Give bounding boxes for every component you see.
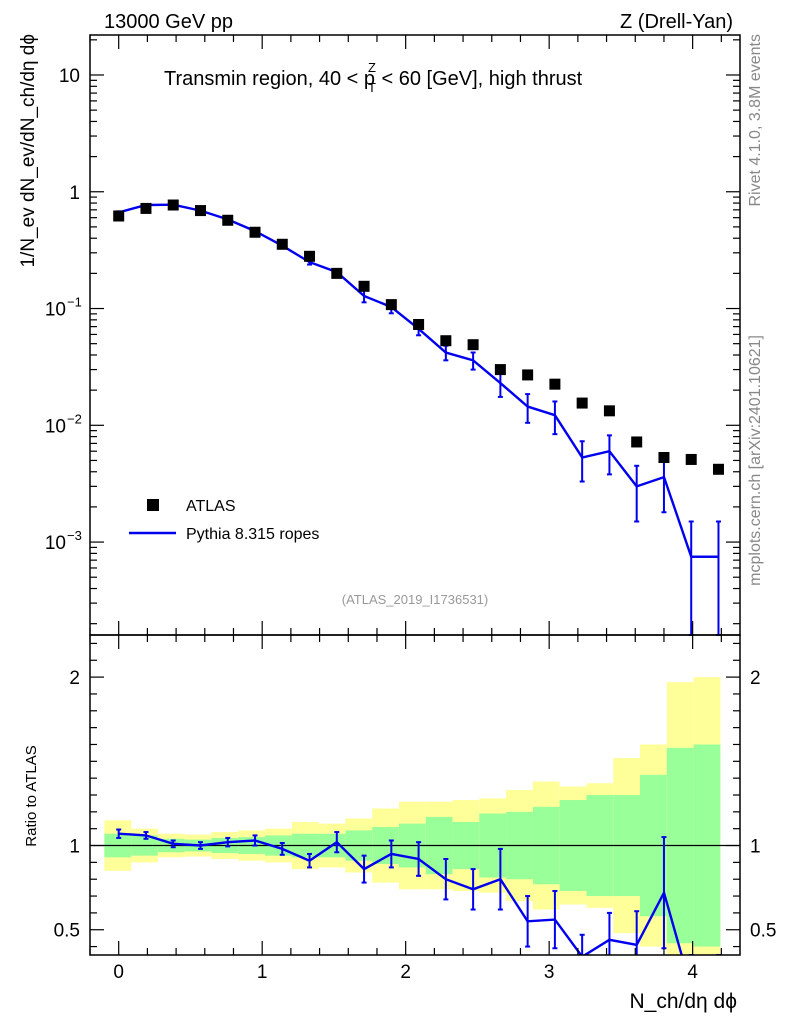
atlas-point-18 xyxy=(603,405,615,417)
ratio-clipped-group xyxy=(116,828,721,955)
y-tick-label-10: 10 xyxy=(59,66,80,87)
y-tick-label-0.1: 10 xyxy=(45,300,66,321)
region-title-sub: T xyxy=(368,80,376,95)
ratio-uncertainty-bands xyxy=(104,677,721,955)
y-tick-label-1: 1 xyxy=(69,183,80,204)
ratio-tick-label-left-2: 2 xyxy=(69,668,80,689)
y-tick-label-exp-0.1: −1 xyxy=(67,295,82,310)
x-tick-label-4: 4 xyxy=(687,962,698,983)
atlas-point-11 xyxy=(413,318,425,330)
ratio-tick-label-right-1: 1 xyxy=(750,837,761,858)
atlas-point-3 xyxy=(194,205,206,217)
atlas-main-series xyxy=(113,199,724,475)
x-tick-label-3: 3 xyxy=(544,962,555,983)
ratio-tick-label-right-0.5: 0.5 xyxy=(750,921,776,942)
y-tick-label-0.001: 10 xyxy=(45,533,66,554)
atlas-point-15 xyxy=(522,369,534,381)
ratio-tick-label-right-2: 2 xyxy=(750,668,761,689)
atlas-point-1 xyxy=(140,202,152,214)
atlas-point-16 xyxy=(549,378,561,390)
atlas-point-7 xyxy=(304,250,316,262)
mc-ratio-series xyxy=(116,828,721,955)
energy-label: 13000 GeV pp xyxy=(104,11,233,33)
y-tick-label-0.01: 10 xyxy=(45,416,66,437)
atlas-point-9 xyxy=(358,280,370,292)
y-tick-label-exp-0.01: −2 xyxy=(67,411,82,426)
process-label: Z (Drell-Yan) xyxy=(620,11,733,33)
atlas-point-6 xyxy=(276,238,288,250)
atlas-point-0 xyxy=(113,210,125,222)
legend-mc-label: Pythia 8.315 ropes xyxy=(186,526,319,543)
analysis-label: (ATLAS_2019_I1736531) xyxy=(342,592,488,607)
atlas-point-21 xyxy=(685,453,697,465)
region-title-suffix: < 60 [GeV], high thrust xyxy=(376,68,583,90)
atlas-point-17 xyxy=(576,397,588,409)
atlas-point-22 xyxy=(712,463,724,475)
x-tick-label-0: 0 xyxy=(113,962,124,983)
atlas-point-14 xyxy=(494,364,506,376)
legend-atlas-label: ATLAS xyxy=(186,498,236,515)
atlas-point-19 xyxy=(631,436,643,448)
ratio-tick-label-left-0.5: 0.5 xyxy=(54,921,80,942)
atlas-point-20 xyxy=(658,451,670,463)
y-tick-label-exp-0.001: −3 xyxy=(67,528,82,543)
legend: ATLAS Pythia 8.315 ropes xyxy=(129,498,319,543)
mcplots-label: mcplots.cern.ch [arXiv:2401.10621] xyxy=(747,335,764,586)
mc-main-series xyxy=(116,202,721,636)
region-title: Transmin region, 40 < pZ T < 60 [GeV], hi… xyxy=(164,60,583,95)
atlas-point-4 xyxy=(222,214,234,226)
x-axis-title: N_ch/dη dϕ xyxy=(630,990,738,1013)
rivet-label: Rivet 4.1.0, 3.8M events xyxy=(747,34,764,207)
x-tick-label-1: 1 xyxy=(257,962,268,983)
atlas-point-10 xyxy=(385,299,397,311)
region-title-sup: Z xyxy=(368,60,376,75)
atlas-point-2 xyxy=(167,199,179,211)
atlas-point-5 xyxy=(249,226,261,238)
axis-ticks xyxy=(89,35,740,955)
main-y-axis-title: 1/N_ev dN_ev/dN_ch/dη dϕ xyxy=(18,34,39,268)
ratio-tick-label-left-1: 1 xyxy=(69,837,80,858)
atlas-point-12 xyxy=(440,335,452,347)
legend-atlas-marker xyxy=(147,499,159,511)
region-title-prefix: Transmin region, 40 < p xyxy=(164,68,375,90)
x-tick-label-2: 2 xyxy=(400,962,411,983)
main-y-axis-title-text: 1/N_ev dN_ev/dN_ch/dη dϕ xyxy=(18,34,39,268)
ratio-y-axis-title: Ratio to ATLAS xyxy=(23,745,40,846)
main-plot-frame xyxy=(89,34,741,636)
atlas-point-8 xyxy=(331,267,343,279)
atlas-point-13 xyxy=(467,339,479,351)
